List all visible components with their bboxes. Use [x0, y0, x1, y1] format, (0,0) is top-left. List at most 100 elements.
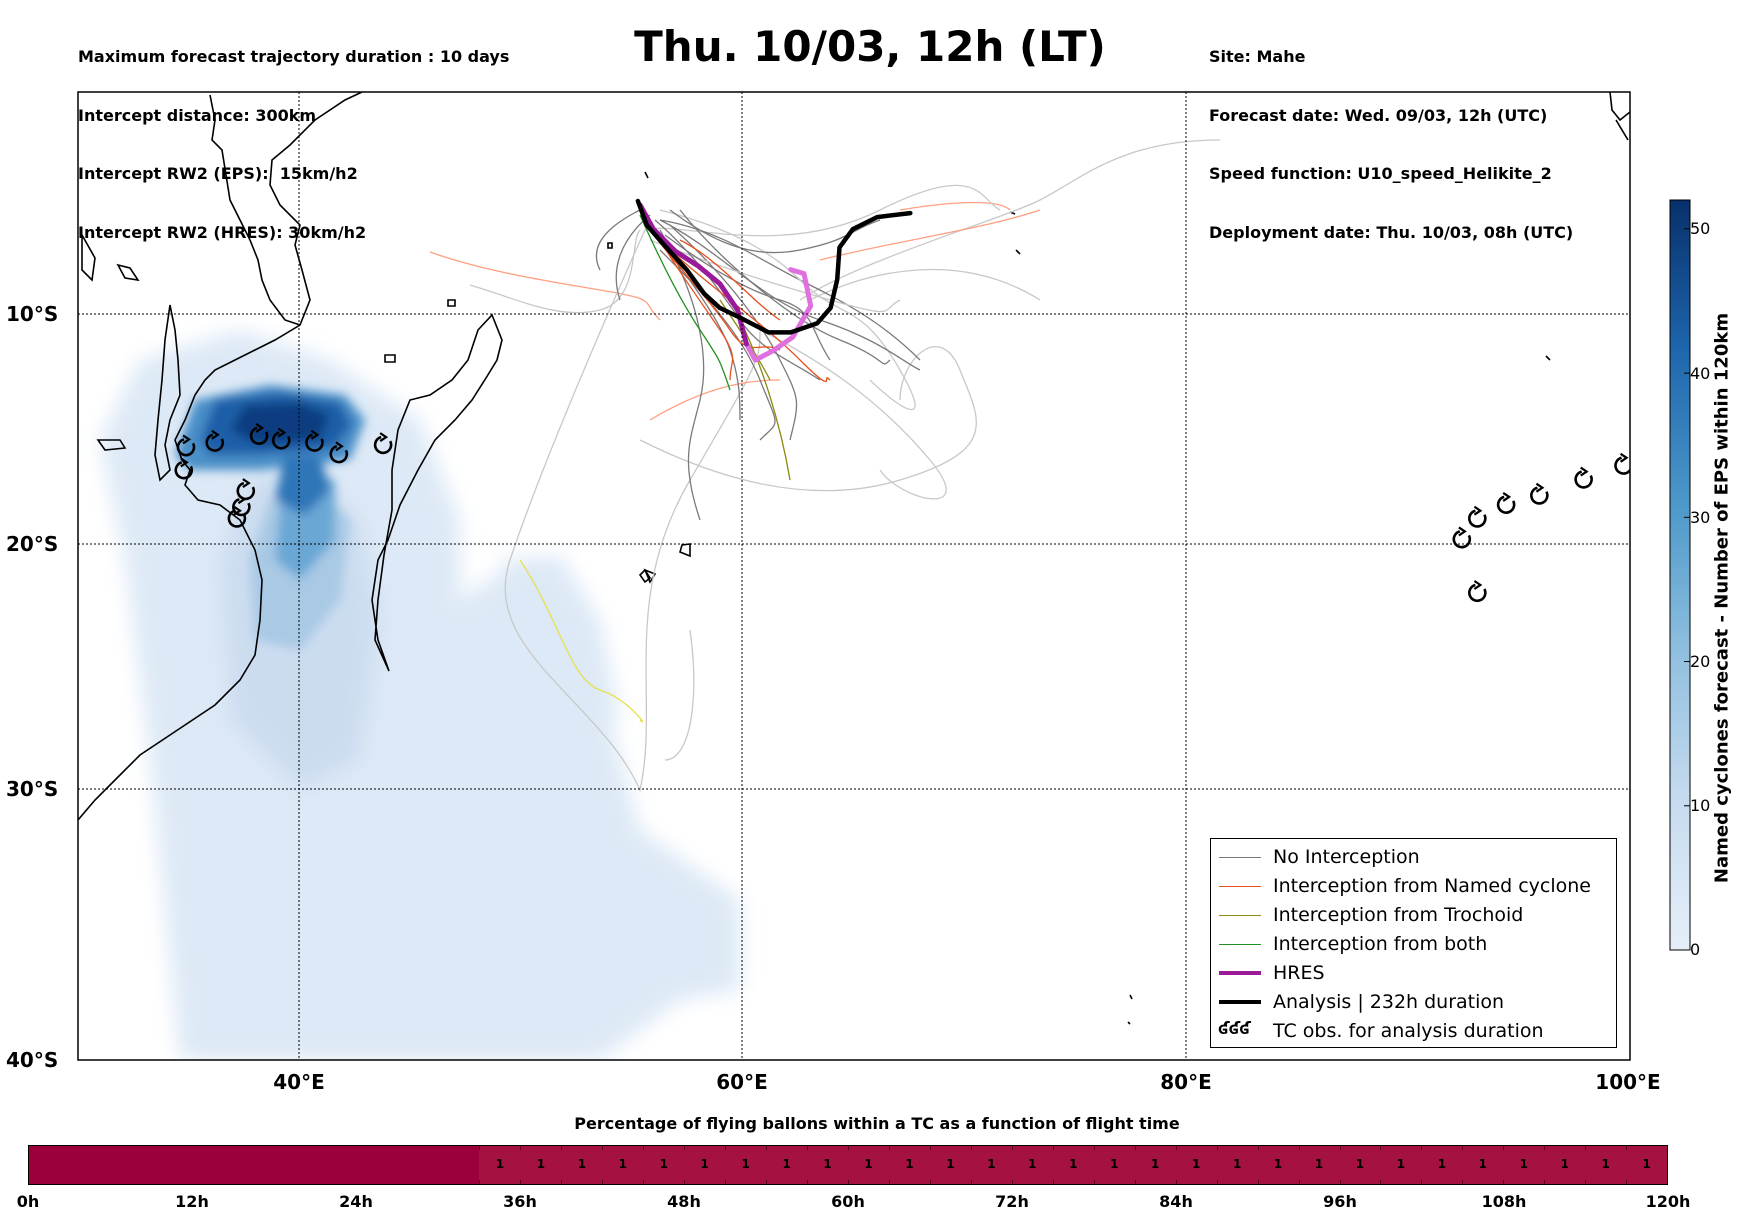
- timeline-hour-label: 0h: [16, 1192, 40, 1211]
- site-info: Site: Mahe Forecast date: Wed. 09/03, 12…: [1209, 8, 1573, 262]
- colorbar-tick-30: 30: [1690, 508, 1711, 527]
- tc-obs-marker: [1468, 580, 1487, 603]
- legend-swatch: [1219, 1000, 1261, 1004]
- analysis-trajectory: [635, 198, 913, 335]
- coastlines: [78, 92, 1630, 1025]
- tc-obs-marker: [227, 505, 247, 528]
- legend-item-named-cyclone: Interception from Named cyclone: [1211, 872, 1616, 901]
- lat-label-40s: 40°S: [6, 1048, 59, 1072]
- speed-function: Speed function: U10_speed_Helikite_2: [1209, 164, 1552, 183]
- timeline-hour-label: 36h: [503, 1192, 537, 1211]
- timeline-segment: 1: [1339, 1146, 1381, 1184]
- legend-label: Interception from Named cyclone: [1273, 875, 1591, 897]
- timeline-segment: 1: [1462, 1146, 1504, 1184]
- legend-swatch: [1219, 971, 1261, 975]
- setting-intercept-distance: Intercept distance: 300km: [78, 105, 317, 125]
- lon-label-80e: 80°E: [1160, 1070, 1212, 1094]
- timeline-value: 1: [782, 1157, 791, 1171]
- colorbar-tick-20: 20: [1690, 652, 1711, 671]
- tc-obs-marker: [1452, 526, 1472, 549]
- timeline-segment: [233, 1146, 275, 1184]
- forecast-date: Forecast date: Wed. 09/03, 12h (UTC): [1209, 105, 1548, 125]
- timeline-value: 1: [618, 1157, 627, 1171]
- tc-obs-marker: [1614, 452, 1630, 475]
- timeline-segment: 1: [1503, 1146, 1545, 1184]
- timeline-segment: [438, 1146, 480, 1184]
- colorbar-tick-10: 10: [1690, 796, 1711, 815]
- timeline-segment: 1: [889, 1146, 930, 1184]
- timeline-value: 1: [659, 1157, 668, 1171]
- trajectory-map: [77, 91, 1691, 1061]
- timeline-value: 1: [1069, 1157, 1078, 1171]
- legend-item-analysis: Analysis | 232h duration: [1211, 988, 1616, 1017]
- timeline-value: 1: [1396, 1157, 1406, 1171]
- timeline-value: 1: [1028, 1157, 1037, 1171]
- legend-label: No Interception: [1273, 846, 1420, 868]
- timeline-hour-label: 12h: [175, 1192, 209, 1211]
- tc-obs-marker: [271, 427, 291, 450]
- timeline-segment: [69, 1146, 111, 1184]
- lon-label-40e: 40°E: [273, 1070, 325, 1094]
- timeline-segment: 1: [561, 1146, 603, 1184]
- timeline-segment: 1: [1298, 1146, 1340, 1184]
- eps-density-plume: [100, 330, 740, 1060]
- timeline-segment: 1: [1011, 1146, 1053, 1184]
- legend-label: HRES: [1273, 962, 1325, 984]
- timeline-hour-label: 72h: [995, 1192, 1029, 1211]
- legend-label: Analysis | 232h duration: [1273, 991, 1505, 1013]
- timeline-hour-label: 60h: [831, 1192, 865, 1211]
- colorbar: [1669, 199, 1691, 951]
- timeline-title: Percentage of flying ballons within a TC…: [574, 1114, 1180, 1133]
- setting-intercept-hres: Intercept RW2 (HRES): 30km/h2: [78, 222, 367, 242]
- timeline-hour-label: 84h: [1159, 1192, 1193, 1211]
- colorbar-ticks: [1684, 228, 1690, 951]
- timeline-segment: 1: [725, 1146, 767, 1184]
- timeline-segment: 1: [1585, 1146, 1627, 1184]
- timeline-value: 1: [1314, 1157, 1324, 1171]
- timeline-segment: [356, 1146, 398, 1184]
- timeline-segment: 1: [643, 1146, 685, 1184]
- site-name: Site: Mahe: [1209, 47, 1306, 66]
- timeline-value: 1: [741, 1157, 750, 1171]
- hres-track-early: [637, 202, 749, 347]
- timeline-segment: 1: [684, 1146, 726, 1184]
- timeline-segment: [192, 1146, 234, 1184]
- tc-obs-marker: [205, 429, 225, 452]
- tc-obs-marker: [249, 422, 269, 445]
- tc-obs-marker: [174, 457, 194, 480]
- legend-swatch: [1219, 944, 1261, 945]
- tc-obs-marker: [1468, 505, 1487, 528]
- legend-item-trochoid: Interception from Trochoid: [1211, 901, 1616, 930]
- timeline-segment: 1: [479, 1146, 521, 1184]
- tc-obs-icon: ʛʛʛ: [1218, 1019, 1251, 1039]
- timeline-value: 1: [700, 1157, 709, 1171]
- timeline-value: 1: [905, 1157, 914, 1171]
- timeline-segment: 1: [1093, 1146, 1135, 1184]
- lat-label-20s: 20°S: [6, 532, 59, 556]
- legend-label: TC obs. for analysis duration: [1273, 1020, 1544, 1042]
- lon-label-60e: 60°E: [716, 1070, 768, 1094]
- legend-item-hres: HRES: [1211, 959, 1616, 988]
- timeline-segment: [315, 1146, 357, 1184]
- tc-obs-marker: [305, 429, 324, 452]
- page-title: Thu. 10/03, 12h (LT): [634, 22, 1106, 71]
- timeline-hour-label: 108h: [1481, 1192, 1527, 1211]
- tc-obs-marker: [329, 441, 349, 464]
- tc-obs-marker: [1574, 466, 1593, 489]
- timeline-bar: 1 1 1 1 1 1 1 1 1 1 1 1 1 1 1 1 1 1 1 1 1 1 1 1 1 1 1 1 1: [28, 1145, 1668, 1185]
- timeline-segment: [397, 1146, 439, 1184]
- timeline-value: 1: [946, 1157, 955, 1171]
- timeline-segment: 1: [970, 1146, 1012, 1184]
- hres-track-late: [743, 267, 814, 363]
- map-frame: [77, 91, 1631, 1061]
- timeline-value: 1: [823, 1157, 832, 1171]
- tc-obs-marker: [1530, 482, 1549, 505]
- timeline-segment: 1: [1134, 1146, 1176, 1184]
- timeline-segment: 1: [807, 1146, 849, 1184]
- forecast-settings: Maximum forecast trajectory duration : 1…: [78, 8, 509, 262]
- legend-swatch: [1219, 915, 1261, 916]
- analysis-track: [635, 198, 913, 335]
- legend-item-both: Interception from both: [1211, 930, 1616, 959]
- timeline-segment: 1: [929, 1146, 971, 1184]
- colorbar-tick-40: 40: [1690, 364, 1711, 383]
